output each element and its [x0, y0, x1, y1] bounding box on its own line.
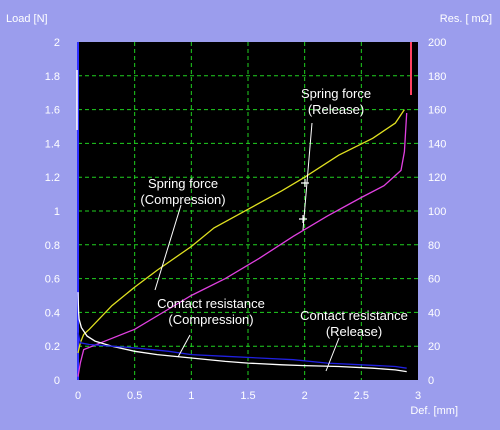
crosshair-marker	[299, 215, 307, 223]
y-right-tick-label: 180	[428, 71, 446, 83]
y-left-tick-label: 2	[54, 37, 60, 49]
y-right-tick-label: 60	[428, 274, 440, 286]
x-tick-label: 2	[302, 390, 308, 402]
series-line-3	[77, 292, 407, 373]
y-right-tick-label: 120	[428, 172, 446, 184]
y-left-tick-label: 1.4	[45, 138, 60, 150]
x-tick-label: 2.5	[354, 390, 369, 402]
annotation-pointer	[154, 204, 182, 291]
series-line-4	[77, 332, 407, 369]
x-axis-label: Def. [mm]	[410, 405, 458, 417]
y-left-tick-label: 0.4	[45, 307, 60, 319]
x-tick-label: 3	[415, 390, 421, 402]
annotation-label: (Compression)	[168, 312, 253, 327]
y-left-tick-label: 1	[54, 206, 60, 218]
y-right-tick-label: 200	[428, 37, 446, 49]
y-right-tick-label: 140	[428, 138, 446, 150]
y-left-tick-label: 0.2	[45, 341, 60, 353]
x-tick-label: 0	[75, 390, 81, 402]
x-tick-label: 1.5	[240, 390, 255, 402]
annotation-label: (Release)	[308, 102, 364, 117]
left-axis-label: Load [N]	[6, 13, 48, 25]
y-right-tick-label: 0	[428, 375, 434, 387]
y-right-tick-label: 40	[428, 307, 440, 319]
y-right-tick-label: 80	[428, 240, 440, 252]
y-right-tick-label: 100	[428, 206, 446, 218]
grid-layer	[76, 42, 418, 380]
y-left-tick-label: 1.6	[45, 105, 60, 117]
crosshair-marker	[301, 179, 309, 187]
tick-labels: 0 0.5 1 1.5 2 2.5 300.20.40.60.811.21.41.61.82…	[45, 37, 447, 402]
annotation-label: Spring force	[301, 86, 371, 101]
annotations: Spring force(Release)Spring force(Compre…	[140, 86, 408, 372]
annotation-label: Contact resistance	[300, 308, 408, 323]
annotation-pointer	[325, 337, 340, 372]
y-right-tick-label: 160	[428, 105, 446, 117]
series-layer	[77, 109, 408, 377]
annotation-label: Spring force	[148, 176, 218, 191]
annotation-label: (Compression)	[140, 192, 225, 207]
y-left-tick-label: 0.6	[45, 274, 60, 286]
annotation-label: Contact resistance	[157, 296, 265, 311]
y-left-tick-label: 1.2	[45, 172, 60, 184]
y-left-tick-label: 0	[54, 375, 60, 387]
y-right-tick-label: 20	[428, 341, 440, 353]
annotation-label: (Release)	[326, 324, 382, 339]
annotation-pointer	[177, 334, 191, 358]
x-tick-label: 0.5	[127, 390, 142, 402]
right-axis-label: Res. [ mΩ]	[440, 13, 492, 25]
series-line-1	[77, 109, 405, 354]
series-line-2	[77, 112, 408, 377]
y-left-tick-label: 1.8	[45, 71, 60, 83]
annotation-pointer	[302, 122, 313, 231]
y-left-tick-label: 0.8	[45, 240, 60, 252]
x-tick-label: 1	[188, 390, 194, 402]
